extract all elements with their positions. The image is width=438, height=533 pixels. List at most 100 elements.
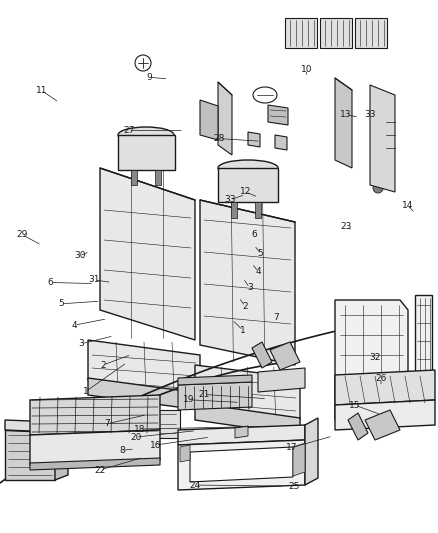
Text: 8: 8 <box>119 446 125 455</box>
Polygon shape <box>270 342 300 370</box>
Polygon shape <box>252 342 272 368</box>
Text: 28: 28 <box>213 134 225 143</box>
Text: 22: 22 <box>94 466 106 474</box>
Text: 3: 3 <box>78 340 84 348</box>
Text: 16: 16 <box>150 441 161 449</box>
Polygon shape <box>30 395 160 435</box>
Polygon shape <box>365 410 400 440</box>
Polygon shape <box>231 202 237 218</box>
Polygon shape <box>255 202 261 218</box>
Text: 17: 17 <box>286 443 297 452</box>
Polygon shape <box>5 420 55 432</box>
Text: 20: 20 <box>130 433 141 441</box>
Text: 29: 29 <box>16 230 28 239</box>
Text: 18: 18 <box>134 425 146 433</box>
Circle shape <box>373 183 383 193</box>
Circle shape <box>268 351 274 357</box>
Polygon shape <box>415 295 432 415</box>
Text: 1: 1 <box>240 326 246 335</box>
Circle shape <box>374 424 382 432</box>
Text: 6: 6 <box>251 230 257 239</box>
Polygon shape <box>55 417 68 480</box>
Text: 9: 9 <box>146 73 152 82</box>
Polygon shape <box>248 132 260 147</box>
Text: 33: 33 <box>364 110 376 119</box>
Text: 3: 3 <box>247 284 253 292</box>
Polygon shape <box>355 18 387 48</box>
Polygon shape <box>305 418 318 485</box>
Bar <box>100 410 180 438</box>
Ellipse shape <box>118 127 174 143</box>
Polygon shape <box>320 18 352 48</box>
Polygon shape <box>30 458 160 470</box>
Text: 23: 23 <box>340 222 352 231</box>
Polygon shape <box>30 430 160 465</box>
Polygon shape <box>293 443 305 476</box>
Text: 15: 15 <box>349 401 360 409</box>
Text: 26: 26 <box>375 374 387 383</box>
Polygon shape <box>258 368 305 392</box>
Text: 7: 7 <box>273 313 279 321</box>
Text: 7: 7 <box>104 419 110 428</box>
Polygon shape <box>55 415 115 460</box>
Text: 13: 13 <box>340 110 352 119</box>
Polygon shape <box>88 378 200 410</box>
Text: 12: 12 <box>240 188 251 196</box>
Ellipse shape <box>218 160 278 176</box>
Polygon shape <box>370 85 395 192</box>
Polygon shape <box>5 430 55 480</box>
Polygon shape <box>235 426 248 438</box>
Text: 27: 27 <box>124 126 135 135</box>
Polygon shape <box>195 365 300 420</box>
Text: 10: 10 <box>301 65 312 74</box>
Polygon shape <box>118 135 175 170</box>
Text: 21: 21 <box>198 390 209 399</box>
Text: 25: 25 <box>289 482 300 490</box>
Polygon shape <box>268 105 288 125</box>
Circle shape <box>221 126 229 134</box>
Polygon shape <box>335 78 352 168</box>
Circle shape <box>273 378 277 382</box>
Polygon shape <box>190 447 293 482</box>
Polygon shape <box>335 300 408 420</box>
Text: 6: 6 <box>47 278 53 287</box>
Polygon shape <box>178 382 252 410</box>
Polygon shape <box>218 168 278 202</box>
Polygon shape <box>285 18 317 48</box>
Text: 30: 30 <box>74 252 85 260</box>
Text: 33: 33 <box>224 196 236 204</box>
Text: 1: 1 <box>82 387 88 396</box>
Polygon shape <box>195 403 300 435</box>
Text: 5: 5 <box>58 300 64 308</box>
Text: 4: 4 <box>256 268 261 276</box>
Polygon shape <box>178 425 305 445</box>
Text: 31: 31 <box>88 276 100 284</box>
Polygon shape <box>155 170 161 185</box>
Polygon shape <box>200 200 295 365</box>
Circle shape <box>360 423 366 429</box>
Polygon shape <box>275 135 287 150</box>
Text: 19: 19 <box>183 395 194 404</box>
Circle shape <box>354 426 360 432</box>
Polygon shape <box>180 445 190 462</box>
Polygon shape <box>335 370 435 405</box>
Text: 11: 11 <box>36 86 47 95</box>
Polygon shape <box>335 400 435 430</box>
Text: 4: 4 <box>72 321 77 329</box>
Polygon shape <box>100 168 195 340</box>
Polygon shape <box>200 100 218 140</box>
Polygon shape <box>55 405 115 420</box>
Text: 14: 14 <box>402 201 413 209</box>
Polygon shape <box>348 413 368 440</box>
Polygon shape <box>178 375 252 385</box>
Text: 24: 24 <box>189 481 201 489</box>
Polygon shape <box>88 340 200 395</box>
Circle shape <box>219 102 231 114</box>
Text: 32: 32 <box>369 353 380 361</box>
Text: 2: 2 <box>100 361 106 369</box>
Polygon shape <box>218 82 232 155</box>
Text: 2: 2 <box>243 302 248 311</box>
Text: 5: 5 <box>258 249 264 257</box>
Circle shape <box>260 355 266 361</box>
Polygon shape <box>131 170 137 185</box>
